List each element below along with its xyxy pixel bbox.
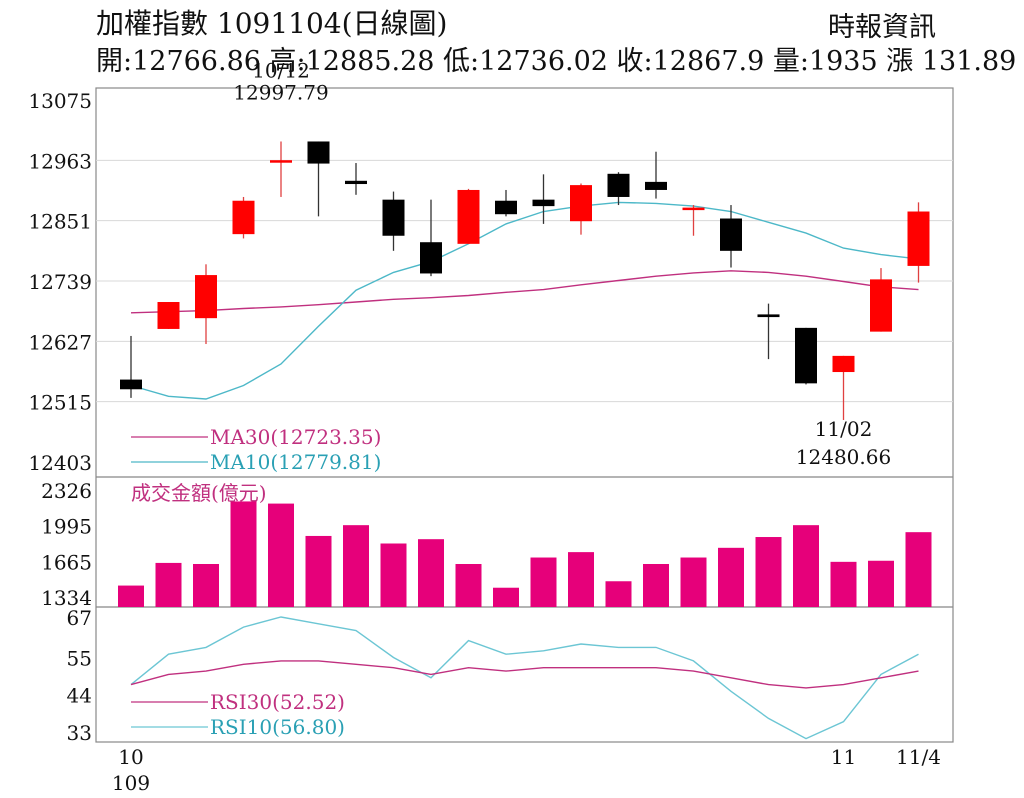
legends: MA30(12723.35)MA10(12779.81) 成交金額(億元) RSI3… [131,425,381,739]
volume-bar [755,537,782,607]
ma10-legend-label: MA10(12779.81) [210,450,381,474]
candle-body [270,160,292,163]
volume-bar [568,552,594,607]
rsi-tick-label: 33 [67,721,92,745]
grid [96,159,953,403]
price-tick-label: 12739 [28,270,92,294]
volume-bar [793,525,819,607]
candle-body [195,275,217,319]
candle-body [907,211,930,266]
candle-body [682,207,705,211]
price-tick-label: 12963 [28,149,92,173]
volume-tick-label: 1995 [41,515,92,539]
candle-body [307,141,330,164]
volume-bar [605,581,632,607]
price-tick-label: 12627 [28,330,92,354]
candle-body [532,199,555,207]
chart-frame [95,87,954,743]
volume-bar [343,525,369,607]
volume-bar [905,532,932,607]
volume-bar [118,585,144,607]
candle-body [720,218,742,251]
candle-body [607,173,630,197]
rsi-tick-label: 67 [67,606,92,630]
candle-body [457,189,480,244]
candle-body [232,200,255,235]
x-tick-label: 11 [831,745,856,769]
candle-body [495,200,517,215]
high-annotation-value: 12997.79 [233,80,328,104]
volume-bars [118,501,932,607]
candle-body [157,302,180,329]
volume-bar [718,547,744,607]
low-annotation-value: 12480.66 [796,445,891,469]
price-tick-label: 13075 [28,89,92,113]
ma10-line [130,201,919,400]
candle-body [645,181,667,190]
price-tick-label: 12851 [28,210,92,234]
rsi-tick-label: 44 [67,684,92,708]
candle-body [570,185,592,222]
volume-bar [530,557,557,607]
chart-title: 加權指數 1091104(日線圖) [96,7,448,40]
low-annotation-date: 11/02 [815,417,873,441]
rsi30-line [130,660,919,689]
candle-body [832,355,855,373]
volume-tick-label: 1665 [41,550,92,574]
rsi-tick-label: 55 [67,647,92,671]
candle-body [795,327,817,384]
candle-body [870,279,892,332]
source-label: 時報資訊 [828,12,936,43]
volume-bar [380,543,407,607]
candle-body [420,242,442,274]
x-tick-label: 11/4 [896,745,941,769]
rsi10-line [130,616,919,740]
volume-bar [155,562,182,607]
candle-body [120,379,142,390]
rsi-lines [130,616,919,740]
volume-bar [868,560,894,607]
ohlc-summary: 開:12766.86 高:12885.28 低:12736.02 收:12867… [96,46,1017,77]
volume-bar [830,561,857,607]
price-tick-label: 12515 [28,391,92,415]
x-tick-sublabel: 109 [112,771,150,795]
volume-bar [643,563,669,607]
volume-bar [455,563,482,607]
volume-bar [193,563,219,607]
volume-bar [268,503,294,607]
candle-body [382,199,405,236]
ma30-line [130,270,919,314]
price-tick-label: 12403 [28,451,92,475]
volume-tick-label: 1334 [41,586,92,610]
x-tick-label: 10 [118,745,143,769]
volume-bar [230,501,257,607]
rsi30-legend-label: RSI30(52.52) [210,690,345,714]
volume-bar [305,535,332,607]
high-annotation-date: 10/12 [252,58,310,82]
volume-bar [680,557,707,607]
volume-bar [418,539,444,607]
volume-panel-label: 成交金額(億元) [131,481,267,505]
volume-bar [493,587,519,607]
candlesticks [120,141,930,420]
moving-averages [130,201,919,400]
ma30-legend-label: MA30(12723.35) [210,425,381,449]
candle-body [757,314,780,318]
volume-tick-label: 2326 [41,479,92,503]
axis-labels: 13075 12963 12851 12739 12627 12515 12403 2326 1… [28,58,941,795]
rsi10-legend-label: RSI10(56.80) [210,715,345,739]
candle-body [345,180,367,185]
